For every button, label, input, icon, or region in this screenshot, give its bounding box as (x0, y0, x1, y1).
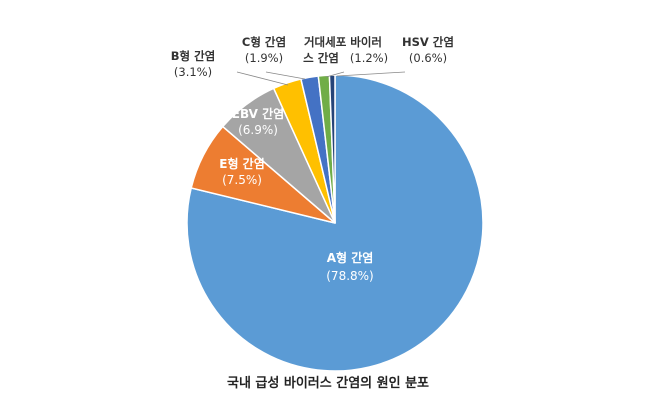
slice-label-5: 거대세포 바이러스 간염 (1.2%) (303, 35, 388, 78)
leader-line-4 (265, 71, 306, 80)
slice-value-4: (1.9%) (245, 51, 283, 65)
slice-value-2: (6.9%) (238, 123, 278, 137)
leader-line-5 (325, 71, 345, 78)
slice-name-0: A형 간염 (327, 250, 374, 265)
slice-value-5: (1.2%) (350, 51, 388, 65)
slice-name-5-line-0: 거대세포 바이러 (304, 35, 382, 49)
slice-label-0: A형 간염 (78.8%) (326, 250, 373, 283)
slice-name-3: B형 간염 (171, 49, 216, 63)
slice-label-2: EBV 간염 (6.9%) (232, 106, 284, 137)
leader-line-6 (336, 71, 406, 77)
slice-name-5-line-1: 스 간염 (303, 51, 339, 65)
slice-value-3: (3.1%) (174, 65, 212, 79)
slice-label-6: HSV 간염 (0.6%) (336, 35, 454, 77)
slice-label-3: B형 간염 (3.1%) (171, 49, 289, 86)
slice-label-4: C형 간염 (1.9%) (242, 35, 306, 80)
slice-value-1: (7.5%) (222, 173, 262, 187)
slice-name-1: E형 간염 (219, 156, 265, 171)
slice-value-0: (78.8%) (326, 269, 373, 283)
slice-name-2: EBV 간염 (232, 106, 284, 121)
slice-label-1: E형 간염 (7.5%) (219, 156, 265, 187)
slice-name-4: C형 간염 (242, 35, 286, 49)
slice-value-6: (0.6%) (409, 51, 447, 65)
chart-title: 국내 급성 바이러스 간염의 원인 분포 (226, 376, 430, 391)
leader-line-3 (236, 71, 289, 86)
slice-name-6: HSV 간염 (402, 35, 454, 49)
